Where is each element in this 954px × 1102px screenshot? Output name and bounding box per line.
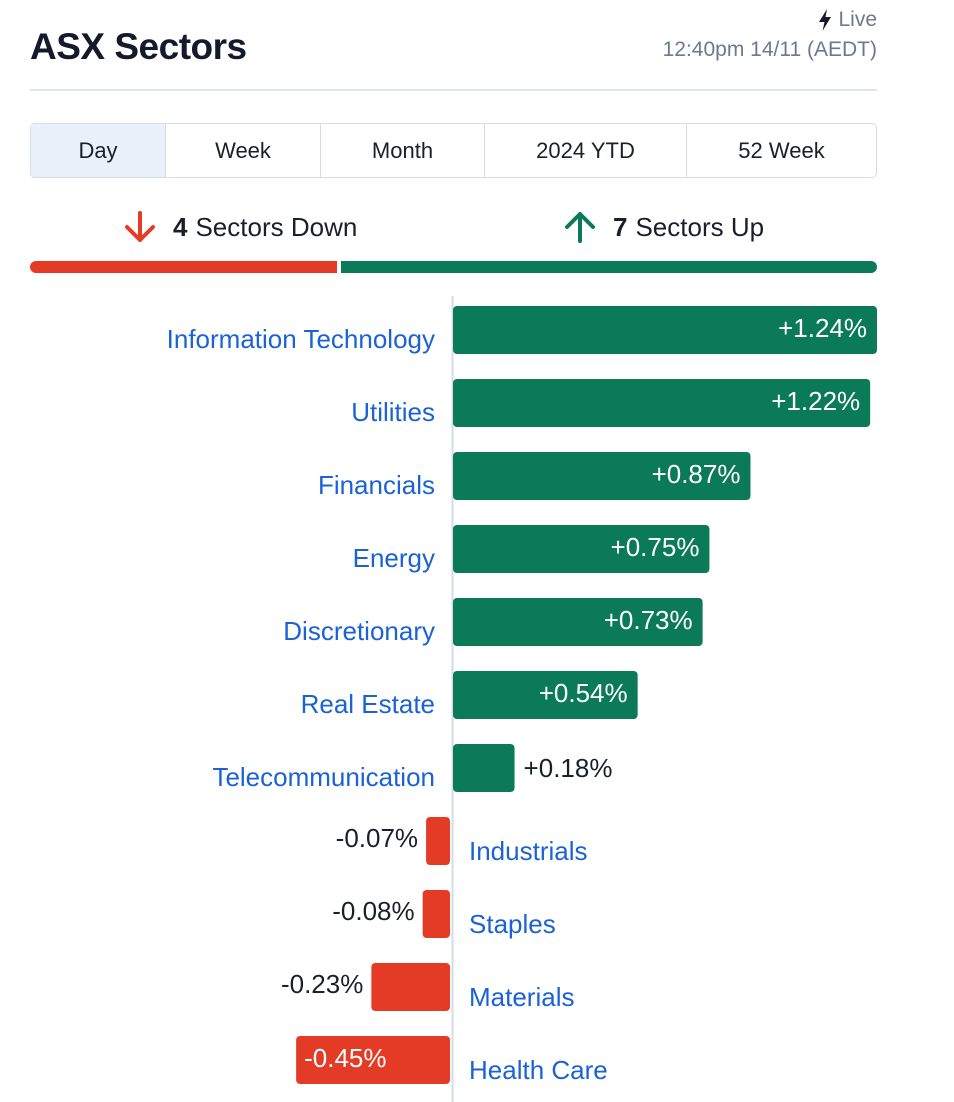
live-indicator: Live xyxy=(818,8,877,32)
sectors-up-summary: 7 Sectors Up xyxy=(563,210,764,244)
ratio-up-segment xyxy=(340,261,877,273)
ratio-down-segment xyxy=(30,261,337,273)
sector-bar[interactable] xyxy=(296,1036,450,1084)
live-label: Live xyxy=(838,8,877,31)
category-label: Staples xyxy=(469,909,556,939)
category-label: Materials xyxy=(469,982,574,1012)
value-label: +1.22% xyxy=(771,386,860,416)
value-label: +0.54% xyxy=(539,678,628,708)
sector-row[interactable]: Energy +0.75% xyxy=(353,525,710,573)
category-label: Health Care xyxy=(469,1055,608,1085)
tab-day[interactable]: Day xyxy=(31,124,166,177)
tab-2024-ytd[interactable]: 2024 YTD xyxy=(485,124,687,177)
value-label: +0.87% xyxy=(652,459,741,489)
sectors-down-label: Sectors Down xyxy=(195,211,358,242)
category-label: Energy xyxy=(353,543,435,573)
value-label: +0.18% xyxy=(524,753,613,783)
arrow-up-icon xyxy=(565,212,595,243)
header-divider xyxy=(30,89,877,91)
value-label: +1.24% xyxy=(778,313,867,343)
period-tabs: Day Week Month 2024 YTD 52 Week xyxy=(30,123,877,178)
sector-bar[interactable] xyxy=(453,671,638,719)
sector-bar[interactable] xyxy=(453,306,877,354)
category-label: Utilities xyxy=(351,397,435,427)
lightning-icon xyxy=(819,9,832,31)
sector-bar[interactable] xyxy=(426,817,450,865)
tab-month[interactable]: Month xyxy=(321,124,485,177)
category-label: Financials xyxy=(318,470,435,500)
tab-52-week[interactable]: 52 Week xyxy=(738,137,825,163)
sector-row[interactable]: Utilities +1.22% xyxy=(351,379,871,427)
value-label: -0.08% xyxy=(332,896,414,926)
arrow-down-icon xyxy=(125,211,155,242)
sector-bar[interactable] xyxy=(453,598,703,646)
sector-row[interactable]: Materials -0.23% xyxy=(281,963,575,1012)
value-label: -0.23% xyxy=(281,969,363,999)
category-label: Information Technology xyxy=(167,324,435,354)
sector-row[interactable]: Discretionary +0.73% xyxy=(283,598,703,646)
sector-bar[interactable] xyxy=(371,963,450,1011)
value-label: -0.45% xyxy=(304,1043,386,1073)
sector-bar[interactable] xyxy=(453,452,751,500)
value-label: +0.75% xyxy=(611,532,700,562)
sectors-up-count: 7 xyxy=(613,211,628,242)
sector-row[interactable]: Health Care -0.45% xyxy=(296,1036,608,1085)
sector-row[interactable]: Financials +0.87% xyxy=(318,452,751,500)
sectors-up-label: Sectors Up xyxy=(635,211,765,242)
sector-bar[interactable] xyxy=(422,890,450,938)
category-label: Telecommunication xyxy=(212,762,435,792)
tab-week[interactable]: Week xyxy=(166,124,321,177)
sector-row[interactable]: Real Estate +0.54% xyxy=(301,671,638,719)
sectors-down-count: 4 xyxy=(173,211,188,242)
sector-ratio-bar xyxy=(30,261,877,273)
sector-row[interactable]: Information Technology +1.24% xyxy=(167,306,877,354)
sector-row[interactable]: Industrials -0.07% xyxy=(336,817,588,866)
sector-bar[interactable] xyxy=(453,744,515,792)
value-label: +0.73% xyxy=(604,605,693,635)
value-label: -0.07% xyxy=(336,823,418,853)
category-label: Discretionary xyxy=(283,616,435,646)
sector-bar[interactable] xyxy=(453,525,710,573)
sector-bar[interactable] xyxy=(453,379,871,427)
category-label: Real Estate xyxy=(301,689,435,719)
page-title: ASX Sectors xyxy=(30,26,247,67)
sectors-down-summary: 4 Sectors Down xyxy=(123,210,357,244)
timestamp: 12:40pm 14/11 (AEDT) xyxy=(662,38,877,61)
category-label: Industrials xyxy=(469,836,588,866)
sector-row[interactable]: Staples -0.08% xyxy=(332,890,556,939)
sector-row[interactable]: Telecommunication +0.18% xyxy=(212,744,612,792)
